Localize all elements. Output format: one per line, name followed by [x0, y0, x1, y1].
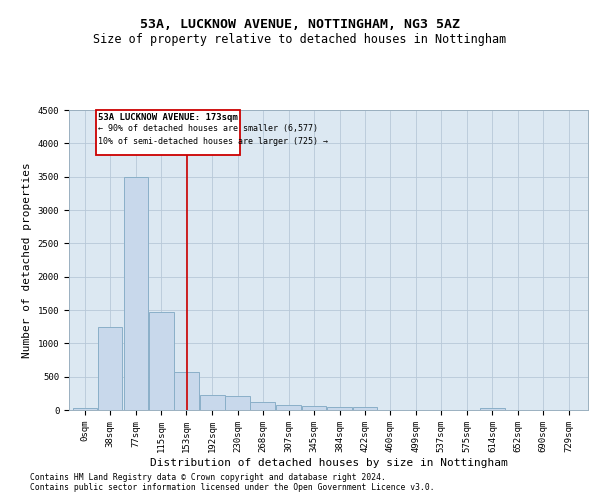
Text: 10% of semi-detached houses are larger (725) →: 10% of semi-detached houses are larger (… — [98, 136, 328, 145]
Bar — [98, 326, 122, 410]
Text: Contains public sector information licensed under the Open Government Licence v3: Contains public sector information licen… — [30, 484, 434, 492]
Bar — [353, 406, 377, 410]
Text: ← 90% of detached houses are smaller (6,577): ← 90% of detached houses are smaller (6,… — [98, 124, 318, 132]
Text: 53A LUCKNOW AVENUE: 173sqm: 53A LUCKNOW AVENUE: 173sqm — [98, 112, 238, 122]
FancyBboxPatch shape — [96, 110, 240, 156]
X-axis label: Distribution of detached houses by size in Nottingham: Distribution of detached houses by size … — [149, 458, 508, 468]
Bar — [480, 408, 505, 410]
Bar — [149, 312, 173, 410]
Bar — [73, 408, 97, 410]
Text: Contains HM Land Registry data © Crown copyright and database right 2024.: Contains HM Land Registry data © Crown c… — [30, 474, 386, 482]
Bar — [124, 176, 148, 410]
Text: 53A, LUCKNOW AVENUE, NOTTINGHAM, NG3 5AZ: 53A, LUCKNOW AVENUE, NOTTINGHAM, NG3 5AZ — [140, 18, 460, 30]
Bar — [277, 404, 301, 410]
Bar — [225, 396, 250, 410]
Text: Size of property relative to detached houses in Nottingham: Size of property relative to detached ho… — [94, 32, 506, 46]
Y-axis label: Number of detached properties: Number of detached properties — [22, 162, 32, 358]
Bar — [302, 406, 326, 410]
Bar — [174, 372, 199, 410]
Bar — [200, 394, 225, 410]
Bar — [328, 408, 352, 410]
Bar — [250, 402, 275, 410]
